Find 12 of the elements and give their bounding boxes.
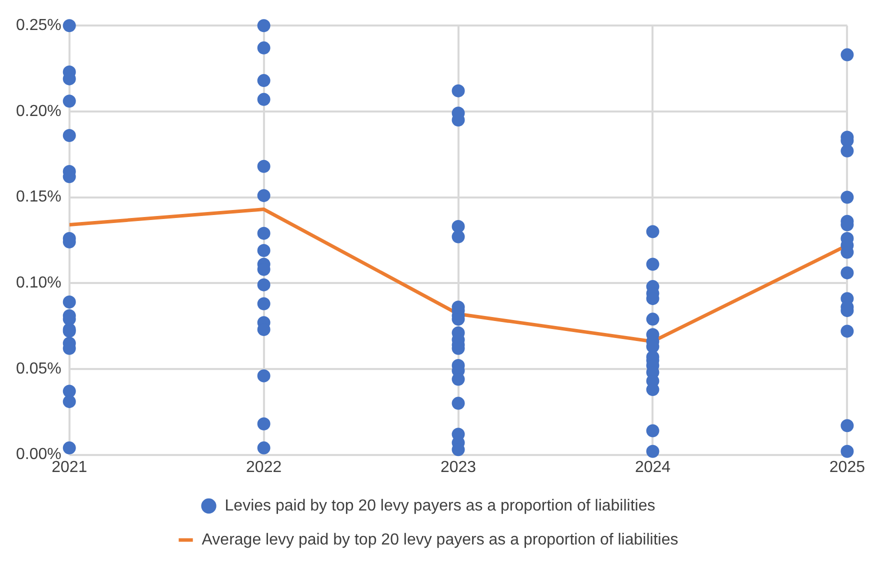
y-tick-label: 0.05% (16, 360, 62, 378)
x-tick-label: 2021 (52, 458, 88, 476)
y-tick-label: 0.10% (16, 274, 62, 292)
x-tick-label: 2023 (440, 458, 476, 476)
legend-label: Average levy paid by top 20 levy payers as a proportion of liabilities (202, 531, 678, 548)
y-tick-label: 0.25% (16, 17, 62, 34)
y-tick-label: 0.15% (16, 188, 62, 206)
legend-label: Levies paid by top 20 levy payers as a proportion of liabilities (224, 497, 656, 514)
x-tick-label: 2022 (246, 458, 282, 476)
x-tick-label: 2024 (634, 458, 671, 476)
x-tick-label: 2025 (829, 458, 866, 476)
y-tick-label: 0.20% (16, 102, 62, 120)
